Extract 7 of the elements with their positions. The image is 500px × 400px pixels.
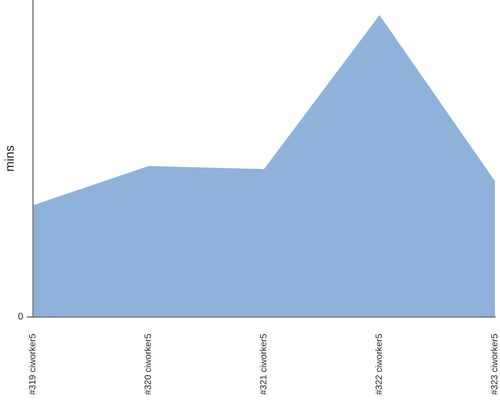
y-axis-title: mins — [4, 146, 14, 171]
x-tick-label: #322 ciworker5 — [375, 334, 382, 395]
x-tick-label: #320 ciworker5 — [144, 334, 151, 395]
x-tick-label: #323 ciworker5 — [490, 334, 498, 395]
x-tick-label: #321 ciworker5 — [260, 334, 266, 395]
text: 0 — [18, 312, 23, 320]
x-tick-label: #319 ciworker5 — [28, 334, 36, 395]
